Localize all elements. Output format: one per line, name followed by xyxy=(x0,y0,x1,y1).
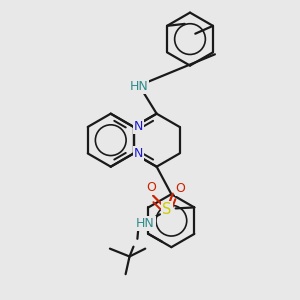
Text: N: N xyxy=(134,147,143,160)
Text: O: O xyxy=(146,181,156,194)
Text: N: N xyxy=(134,120,143,134)
Text: HN: HN xyxy=(136,217,154,230)
Text: HN: HN xyxy=(130,80,148,93)
Text: O: O xyxy=(176,182,185,195)
Text: S: S xyxy=(162,202,172,217)
